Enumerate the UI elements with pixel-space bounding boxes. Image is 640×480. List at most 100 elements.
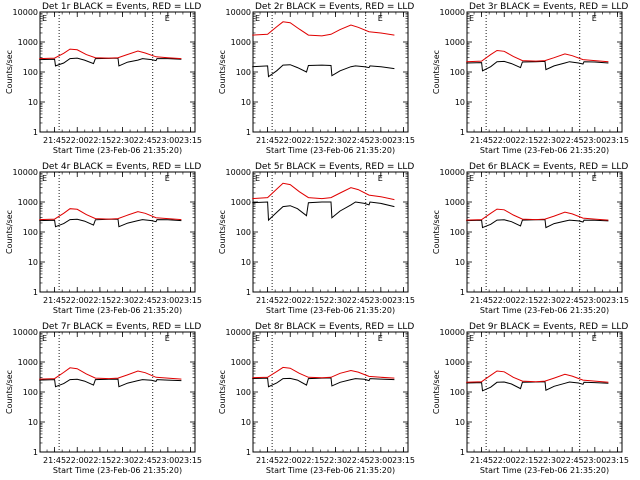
y-tick-label: 10000 <box>440 8 465 17</box>
series-line-lld <box>252 182 395 201</box>
y-tick-label: 1 <box>246 128 251 137</box>
panel-title: Det 9r BLACK = Events, RED = LLD <box>469 322 628 332</box>
series-line-events <box>466 60 609 72</box>
x-tick-label: 22:30 <box>538 136 561 145</box>
y-tick-label: 10000 <box>226 8 251 17</box>
y-tick-label: 1 <box>246 288 251 297</box>
series-line-events <box>466 381 609 392</box>
panel-title: Det 4r BLACK = Events, RED = LLD <box>42 162 201 172</box>
x-tick-label: 23:00 <box>369 136 392 145</box>
marker-label: E <box>592 174 597 183</box>
marker-label: E <box>469 334 474 343</box>
y-tick-label: 1000 <box>18 358 38 367</box>
x-tick-label: 21:45 <box>470 136 493 145</box>
x-tick-label: 22:15 <box>301 136 324 145</box>
x-tick-label: 22:15 <box>88 456 111 465</box>
detector-panel-6: Det 6r BLACK = Events, RED = LLD 1 10 100 10… <box>432 162 629 315</box>
x-tick-label: 22:00 <box>66 136 89 145</box>
marker-label: E <box>255 14 260 23</box>
x-tick-label: 21:45 <box>43 456 66 465</box>
y-tick-label: 100 <box>23 228 38 237</box>
x-tick-label: 22:15 <box>88 296 111 305</box>
y-tick-label: 10 <box>241 258 251 267</box>
panel-title: Det 7r BLACK = Events, RED = LLD <box>42 322 201 332</box>
x-tick-label: 21:45 <box>256 456 279 465</box>
marker-label: E <box>42 174 47 183</box>
x-axis-label: Start Time (23-Feb-06 21:35:20) <box>53 146 182 155</box>
series-line-events <box>39 378 182 388</box>
x-axis-label: Start Time (23-Feb-06 21:35:20) <box>266 306 395 315</box>
y-tick-label: 10 <box>455 418 465 427</box>
detector-panel-5: Det 5r BLACK = Events, RED = LLD 1 10 100 10… <box>218 162 415 315</box>
y-tick-label: 1 <box>460 448 465 457</box>
y-tick-label: 1 <box>246 448 251 457</box>
x-axis-label: Start Time (23-Feb-06 21:35:20) <box>480 146 609 155</box>
plot-frame <box>252 11 409 133</box>
y-tick-label: 1 <box>33 288 38 297</box>
series-line-lld <box>39 48 182 60</box>
y-tick-label: 10000 <box>13 328 38 337</box>
x-tick-label: 22:00 <box>493 456 516 465</box>
marker-label: E <box>378 334 383 343</box>
y-tick-label: 100 <box>450 68 465 77</box>
series-line-lld <box>252 366 395 379</box>
y-tick-label: 100 <box>236 68 251 77</box>
marker-label: E <box>255 174 260 183</box>
marker-label: E <box>378 174 383 183</box>
y-tick-label: 1000 <box>231 38 251 47</box>
y-tick-label: 10000 <box>13 168 38 177</box>
y-tick-label: 10000 <box>440 328 465 337</box>
series-line-lld <box>252 21 395 37</box>
x-tick-label: 22:30 <box>324 296 347 305</box>
plot-frame <box>466 171 623 293</box>
x-tick-label: 23:15 <box>179 456 202 465</box>
series-line-events <box>466 219 609 229</box>
x-tick-label: 23:00 <box>583 136 606 145</box>
x-tick-label: 22:45 <box>561 456 584 465</box>
marker-label: E <box>378 14 383 23</box>
y-tick-label: 1 <box>33 128 38 137</box>
x-tick-label: 22:45 <box>134 136 157 145</box>
x-tick-label: 23:00 <box>369 296 392 305</box>
x-tick-label: 22:15 <box>515 136 538 145</box>
x-tick-label: 22:45 <box>561 136 584 145</box>
x-tick-label: 22:45 <box>347 136 370 145</box>
x-axis-label: Start Time (23-Feb-06 21:35:20) <box>53 466 182 475</box>
x-tick-label: 21:45 <box>256 296 279 305</box>
y-axis-label: Counts/sec <box>432 210 441 254</box>
plot-frame <box>466 11 623 133</box>
y-tick-label: 10000 <box>226 168 251 177</box>
marker-label: E <box>255 334 260 343</box>
plot-frame <box>466 331 623 453</box>
x-tick-label: 23:15 <box>392 296 415 305</box>
y-tick-label: 100 <box>450 228 465 237</box>
series-line-events <box>39 218 182 228</box>
series-line-lld <box>466 208 609 221</box>
x-tick-label: 23:15 <box>392 136 415 145</box>
y-tick-label: 1000 <box>231 358 251 367</box>
x-tick-label: 22:45 <box>347 296 370 305</box>
panel-title: Det 1r BLACK = Events, RED = LLD <box>42 2 201 12</box>
series-line-lld <box>466 370 609 383</box>
x-tick-label: 23:00 <box>156 456 179 465</box>
y-tick-label: 10000 <box>226 328 251 337</box>
x-tick-label: 23:15 <box>606 456 629 465</box>
x-axis-label: Start Time (23-Feb-06 21:35:20) <box>266 146 395 155</box>
x-tick-label: 22:30 <box>324 136 347 145</box>
panel-title: Det 8r BLACK = Events, RED = LLD <box>255 322 414 332</box>
plot-frame <box>39 171 196 293</box>
x-tick-label: 22:45 <box>134 296 157 305</box>
marker-label: E <box>165 334 170 343</box>
y-tick-label: 100 <box>23 68 38 77</box>
x-tick-label: 23:00 <box>583 296 606 305</box>
marker-label: E <box>42 14 47 23</box>
panel-title: Det 6r BLACK = Events, RED = LLD <box>469 162 628 172</box>
x-tick-label: 21:45 <box>256 136 279 145</box>
y-tick-label: 10000 <box>13 8 38 17</box>
detector-panel-9: Det 9r BLACK = Events, RED = LLD 1 10 100 10… <box>432 322 629 475</box>
detector-panel-8: Det 8r BLACK = Events, RED = LLD 1 10 100 10… <box>218 322 415 475</box>
x-tick-label: 22:00 <box>493 296 516 305</box>
x-axis-label: Start Time (23-Feb-06 21:35:20) <box>480 466 609 475</box>
y-tick-label: 10 <box>28 98 38 107</box>
marker-label: E <box>592 14 597 23</box>
